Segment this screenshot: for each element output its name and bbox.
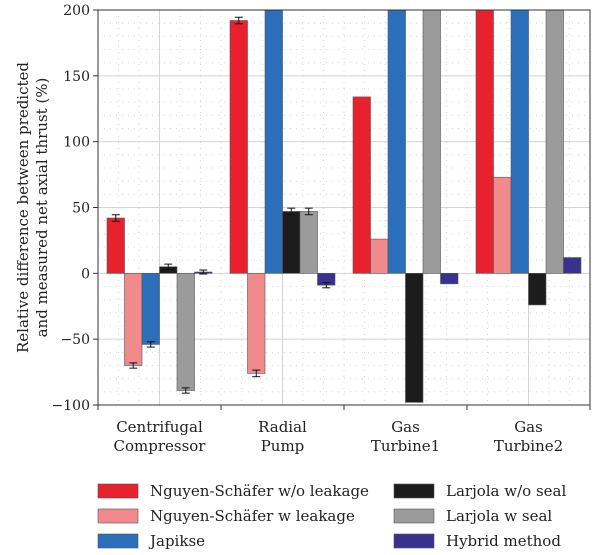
legend-item: Larjola w seal bbox=[393, 507, 552, 525]
y-tick-label: 50 bbox=[72, 201, 90, 217]
bar bbox=[352, 96, 371, 274]
bar bbox=[493, 176, 512, 274]
bar bbox=[264, 9, 283, 274]
legend-swatch bbox=[97, 533, 139, 549]
bar bbox=[106, 217, 125, 274]
bar bbox=[299, 211, 318, 274]
legend-item: Nguyen-Schäfer w leakage bbox=[97, 507, 355, 525]
y-axis-label: Relative difference between predictedand… bbox=[14, 62, 51, 353]
bar bbox=[247, 273, 266, 374]
y-tick-label: 150 bbox=[63, 69, 90, 85]
bar bbox=[176, 273, 195, 391]
y-tick-label: −100 bbox=[52, 398, 90, 414]
legend-item: Japikse bbox=[97, 532, 205, 550]
bar bbox=[405, 273, 424, 403]
y-axis: −100 −50 0 50 100 150 200 bbox=[52, 3, 98, 414]
y-tick-label: 100 bbox=[63, 135, 90, 151]
legend-swatch bbox=[393, 483, 435, 499]
bar bbox=[563, 257, 582, 274]
bar bbox=[475, 9, 494, 274]
bar bbox=[282, 211, 301, 274]
bar bbox=[370, 238, 389, 274]
bar bbox=[422, 9, 441, 274]
legend-swatch bbox=[97, 483, 139, 499]
x-tick-label: Centrifugal Compressor bbox=[114, 418, 207, 455]
legend-item: Nguyen-Schäfer w/o leakage bbox=[97, 482, 369, 500]
legend-label: Nguyen-Schäfer w/o leakage bbox=[150, 482, 369, 500]
legend-swatch bbox=[393, 533, 435, 549]
legend: Nguyen-Schäfer w/o leakage Nguyen-Schäfer… bbox=[97, 482, 566, 550]
legend-item: Hybrid method bbox=[393, 532, 561, 550]
y-tick-label: −50 bbox=[60, 332, 90, 348]
bar bbox=[528, 273, 547, 306]
legend-label: Nguyen-Schäfer w leakage bbox=[150, 507, 355, 525]
bar bbox=[387, 9, 406, 274]
legend-item: Larjola w/o seal bbox=[393, 482, 566, 500]
bar bbox=[229, 20, 248, 274]
y-tick-label: 200 bbox=[63, 3, 90, 19]
x-tick-label: Radial Pump bbox=[258, 418, 307, 455]
legend-swatch bbox=[97, 508, 139, 524]
legend-label: Japikse bbox=[148, 532, 205, 550]
legend-label: Larjola w seal bbox=[446, 507, 552, 525]
x-tick-label: Gas Turbine2 bbox=[494, 418, 563, 455]
y-tick-label: 0 bbox=[81, 266, 90, 282]
bars bbox=[106, 9, 582, 403]
bar bbox=[141, 273, 160, 345]
bar bbox=[545, 9, 564, 274]
x-axis: Centrifugal Compressor Radial Pump Gas Turbin… bbox=[97, 405, 591, 455]
bar bbox=[124, 273, 143, 366]
legend-label: Larjola w/o seal bbox=[446, 482, 566, 500]
bar bbox=[440, 273, 459, 285]
legend-label: Hybrid method bbox=[446, 532, 561, 550]
legend-swatch bbox=[393, 508, 435, 524]
x-tick-label: Gas Turbine1 bbox=[371, 418, 440, 455]
bar bbox=[510, 9, 529, 274]
